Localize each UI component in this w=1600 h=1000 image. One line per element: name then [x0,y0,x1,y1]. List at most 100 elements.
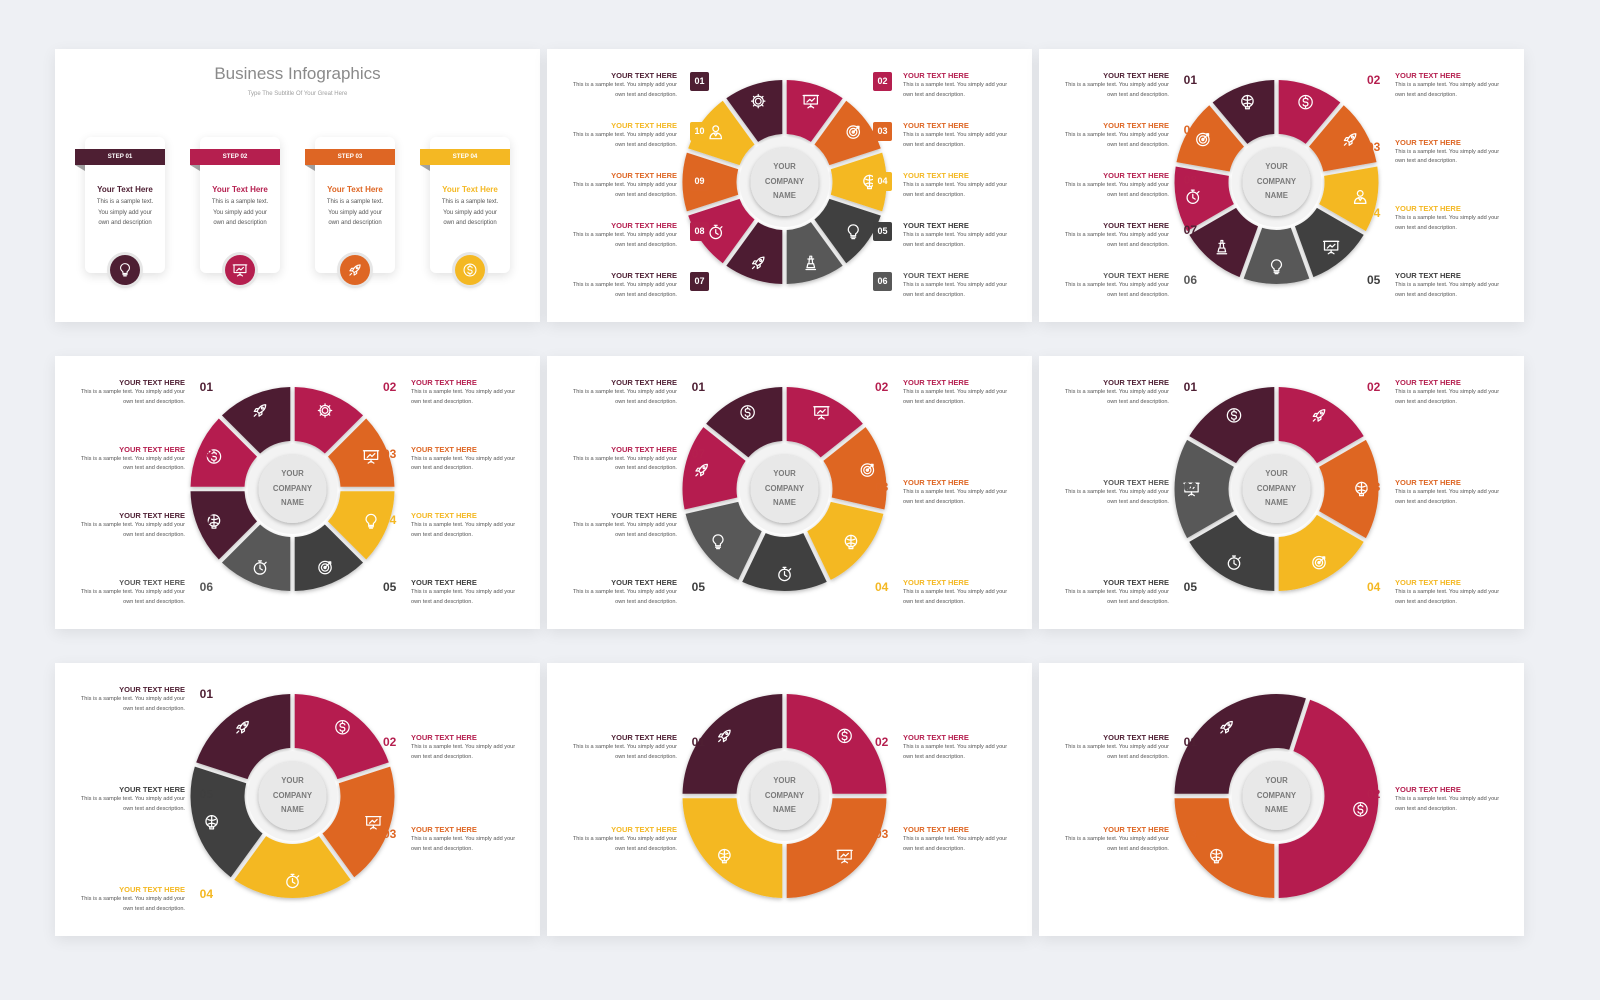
wheel-segment-01[interactable] [196,694,291,780]
wheel-segment-03[interactable] [823,427,887,510]
wheel-segment-09[interactable] [682,152,739,212]
text-item-08: YOUR TEXT HERE This is a sample text. You… [55,445,225,489]
company-name-line: NAME [281,498,304,507]
wheel-segment-05[interactable] [294,524,364,591]
item-number: 09 [1183,123,1197,137]
wheel-segment-05[interactable] [1189,514,1275,591]
step-ribbon: STEP 02 [190,149,280,171]
item-title: YOUR TEXT HERE [611,71,677,80]
item-title: YOUR TEXT HERE [611,171,677,180]
wheel-segment-02[interactable] [1278,387,1364,464]
wheel-segment-01[interactable] [1189,387,1275,464]
item-desc: This is a sample text. You simply add yo… [1395,389,1500,405]
wheel-segment-02[interactable] [786,80,843,142]
wheel-segment-02[interactable] [786,387,863,458]
item-desc: This is a sample text. You simply add yo… [572,522,677,538]
wheel-segment-02[interactable] [1278,80,1341,144]
wheel-segment-02[interactable] [1278,699,1379,898]
wheel-segment-03[interactable] [327,418,395,487]
text-item-03: YOUR TEXT HERE This is a sample text. You… [871,825,1032,869]
text-item-02: YOUR TEXT HERE This is a sample text. You… [379,733,540,777]
text-item-01: YOUR TEXT HERE This is a sample text. You… [1039,733,1209,777]
center-disc [1242,762,1311,830]
company-name-line: YOUR [773,776,796,785]
wheel-segment-05[interactable] [190,766,263,878]
wheel-segment-04[interactable] [830,152,887,212]
wheel-segment-04[interactable] [234,836,351,898]
wheel-segment-04[interactable] [682,798,783,898]
wheel-segment-02[interactable] [294,694,389,780]
item-desc: This is a sample text. You simply add yo… [903,282,1008,298]
wheel-segment-06[interactable] [1174,439,1234,539]
item-title: YOUR TEXT HERE [411,378,477,387]
company-name-line: YOUR [1265,162,1288,171]
item-number: 05 [383,580,397,594]
wheel-segment-06[interactable] [1243,227,1310,284]
wheel-segment-05[interactable] [814,198,881,264]
wheel-segment-04[interactable] [1319,166,1379,232]
text-item-07: YOUR TEXT HERE This is a sample text. You… [547,445,717,489]
item-desc: This is a sample text. You simply add yo… [1395,282,1500,298]
step-card-3[interactable]: STEP 03 Your Text Here This is a sample te… [305,137,395,285]
item-desc: This is a sample text. You simply add yo… [1395,215,1500,231]
item-title: YOUR TEXT HERE [1103,378,1169,387]
wheel-segment-01[interactable] [682,694,783,794]
item-number: 06 [1183,273,1197,287]
wheel-segment-07[interactable] [190,491,258,560]
wheel-segment-06[interactable] [221,524,291,591]
wheel-segment-10[interactable] [688,100,755,166]
item-title: YOUR TEXT HERE [611,733,677,742]
step-card-1[interactable]: STEP 01 Your Text Here This is a sample te… [75,137,165,285]
presentation-icon [232,264,248,277]
item-number: 02 [873,72,892,91]
stopwatch-icon [1186,189,1200,205]
wheel-segment-05[interactable] [742,533,827,591]
item-desc: This is a sample text. You simply add yo… [1064,836,1169,852]
text-item-02: YOUR TEXT HERE This is a sample text. You… [1363,378,1524,422]
presentation-icon [362,450,380,464]
company-name-line: COMPANY [272,790,313,800]
wheel-segment-01[interactable] [1174,694,1306,794]
wheel-segment-01[interactable] [1212,80,1275,144]
wheel-segment-08[interactable] [1174,166,1234,232]
wheel-segment-08[interactable] [190,418,258,487]
text-item-04: YOUR TEXT HERE This is a sample text. You… [1363,204,1524,248]
wheel-segment-02[interactable] [294,387,364,454]
wheel-segment-04[interactable] [1278,514,1364,591]
wheel-segment-03[interactable] [322,766,395,878]
item-desc: This is a sample text. You simply add yo… [903,182,1008,198]
item-title: YOUR TEXT HERE [119,378,185,387]
wheel-segment-03[interactable] [786,798,887,898]
item-number: 01 [1183,380,1197,394]
wheel-segment-07[interactable] [726,222,783,284]
item-desc: This is a sample text. You simply add yo… [572,82,677,98]
wheel-segment-07[interactable] [682,427,746,510]
wheel-segment-04[interactable] [327,491,395,560]
wheel-segment-03[interactable] [1309,105,1377,172]
stopwatch-icon [778,566,792,582]
wheel-segment-06[interactable] [786,222,843,284]
wheel-segment-09[interactable] [1176,105,1244,172]
stopwatch-icon [709,224,723,240]
item-desc: This is a sample text. You simply add yo… [1064,82,1169,98]
text-item-09: YOUR TEXT HERE This is a sample text. You… [547,171,717,215]
step-card-2[interactable]: STEP 02 Your Text Here This is a sample te… [190,137,280,285]
wheel-segment-03[interactable] [1319,439,1379,539]
company-name-line: NAME [773,805,796,814]
wheel-segment-05[interactable] [1294,207,1364,278]
wheel-segment-01[interactable] [221,387,291,454]
wheel-segment-01[interactable] [726,80,783,142]
item-title: YOUR TEXT HERE [903,121,969,130]
wheel-segment-01[interactable] [706,387,783,458]
text-item-01: YOUR TEXT HERE This is a sample text. You… [547,71,717,115]
wheel-segment-07[interactable] [1189,207,1259,278]
wheel-segment-02[interactable] [786,694,887,794]
step-card-4[interactable]: STEP 04 Your Text Here This is a sample te… [420,137,510,285]
wheel-segment-03[interactable] [1174,798,1275,898]
step-icon-badge [110,255,140,285]
text-item-01: YOUR TEXT HERE This is a sample text. You… [547,378,717,422]
text-item-09: YOUR TEXT HERE This is a sample text. You… [1039,121,1209,165]
wheel-segment-06[interactable] [685,501,762,580]
company-name-label: YOUR COMPANY NAME [750,160,820,204]
item-title: YOUR TEXT HERE [611,825,677,834]
